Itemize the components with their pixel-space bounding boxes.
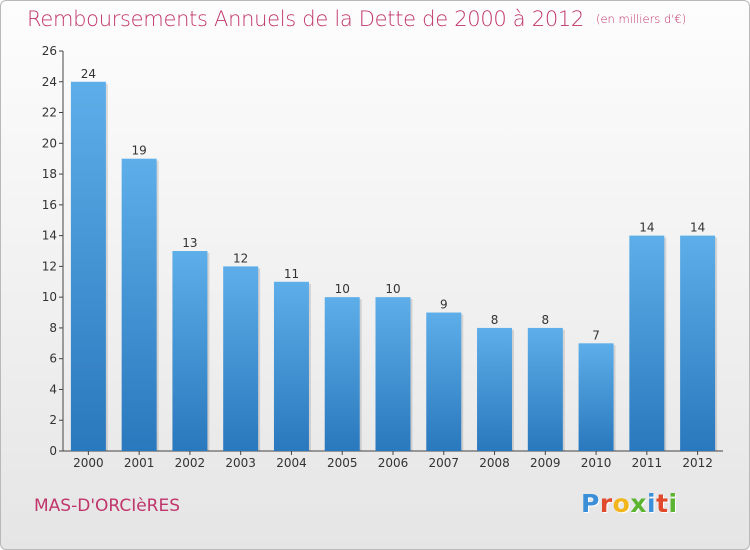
data-label: 14 (639, 221, 654, 235)
logo-letter: t (656, 489, 669, 518)
data-label: 13 (182, 236, 197, 250)
data-label: 8 (541, 313, 549, 327)
data-label: 9 (440, 298, 448, 312)
bars-group (70, 81, 718, 452)
data-label: 11 (284, 267, 299, 281)
chart-subtitle: (en milliers d'€) (596, 12, 687, 26)
bar (477, 327, 513, 451)
logo-letter: r (599, 489, 613, 518)
bar (324, 297, 360, 451)
x-tick-label: 2005 (327, 456, 358, 470)
y-tick-label: 20 (42, 136, 57, 150)
logo-letter: i (668, 489, 678, 518)
data-label: 7 (592, 328, 600, 342)
x-tick-label: 2012 (682, 456, 713, 470)
x-tick-label: 2001 (124, 456, 155, 470)
commune-name: MAS-D'ORCIèRES (34, 496, 181, 516)
bar (70, 81, 106, 452)
bar (680, 235, 716, 451)
y-tick-label: 18 (42, 167, 57, 181)
x-tick-label: 2006 (378, 456, 409, 470)
chart-title: Remboursements Annuels de la Dette de 20… (27, 7, 686, 31)
bar (172, 251, 208, 451)
y-tick-label: 16 (42, 198, 57, 212)
y-tick-label: 6 (49, 352, 57, 366)
logo-letter: P (581, 489, 600, 518)
x-tick-label: 2008 (479, 456, 510, 470)
bar (426, 312, 462, 451)
x-tick-label: 2007 (428, 456, 459, 470)
y-tick-label: 14 (42, 229, 57, 243)
x-tick-label: 2003 (225, 456, 256, 470)
data-label: 8 (491, 313, 499, 327)
data-label: 12 (233, 251, 248, 265)
data-label: 10 (385, 282, 400, 296)
y-tick-label: 26 (42, 44, 57, 58)
x-tick-label: 2002 (175, 456, 206, 470)
x-tick-label: 2010 (581, 456, 612, 470)
y-tick-label: 24 (42, 75, 57, 89)
y-tick-label: 8 (49, 321, 57, 335)
bar (375, 297, 411, 451)
bar (121, 158, 157, 451)
bar (578, 343, 614, 451)
bar (273, 281, 309, 451)
data-label: 10 (335, 282, 350, 296)
x-tick-label: 2000 (73, 456, 104, 470)
proxiti-logo: Proxiti (581, 489, 678, 518)
bar (527, 327, 563, 451)
chart-title-text: Remboursements Annuels de la Dette de 20… (27, 7, 584, 31)
logo-letter: x (630, 489, 647, 518)
y-tick-label: 12 (42, 259, 57, 273)
bar (223, 266, 259, 451)
data-label: 24 (81, 67, 96, 81)
x-tick-label: 2009 (530, 456, 561, 470)
value-labels-group: 24 19 13 12 11 10 10 9 8 8 7 14 14 (81, 67, 706, 343)
logo-letter: o (612, 489, 631, 518)
logo-letter: i (647, 489, 657, 518)
x-tick-label: 2004 (276, 456, 307, 470)
y-tick-label: 4 (49, 382, 57, 396)
y-tick-label: 22 (42, 106, 57, 120)
y-tick-label: 10 (42, 290, 57, 304)
data-label: 19 (132, 144, 147, 158)
data-label: 14 (690, 221, 705, 235)
y-tick-label: 0 (49, 444, 57, 458)
y-tick-label: 2 (49, 413, 57, 427)
bar (629, 235, 665, 451)
x-tick-label: 2011 (632, 456, 663, 470)
